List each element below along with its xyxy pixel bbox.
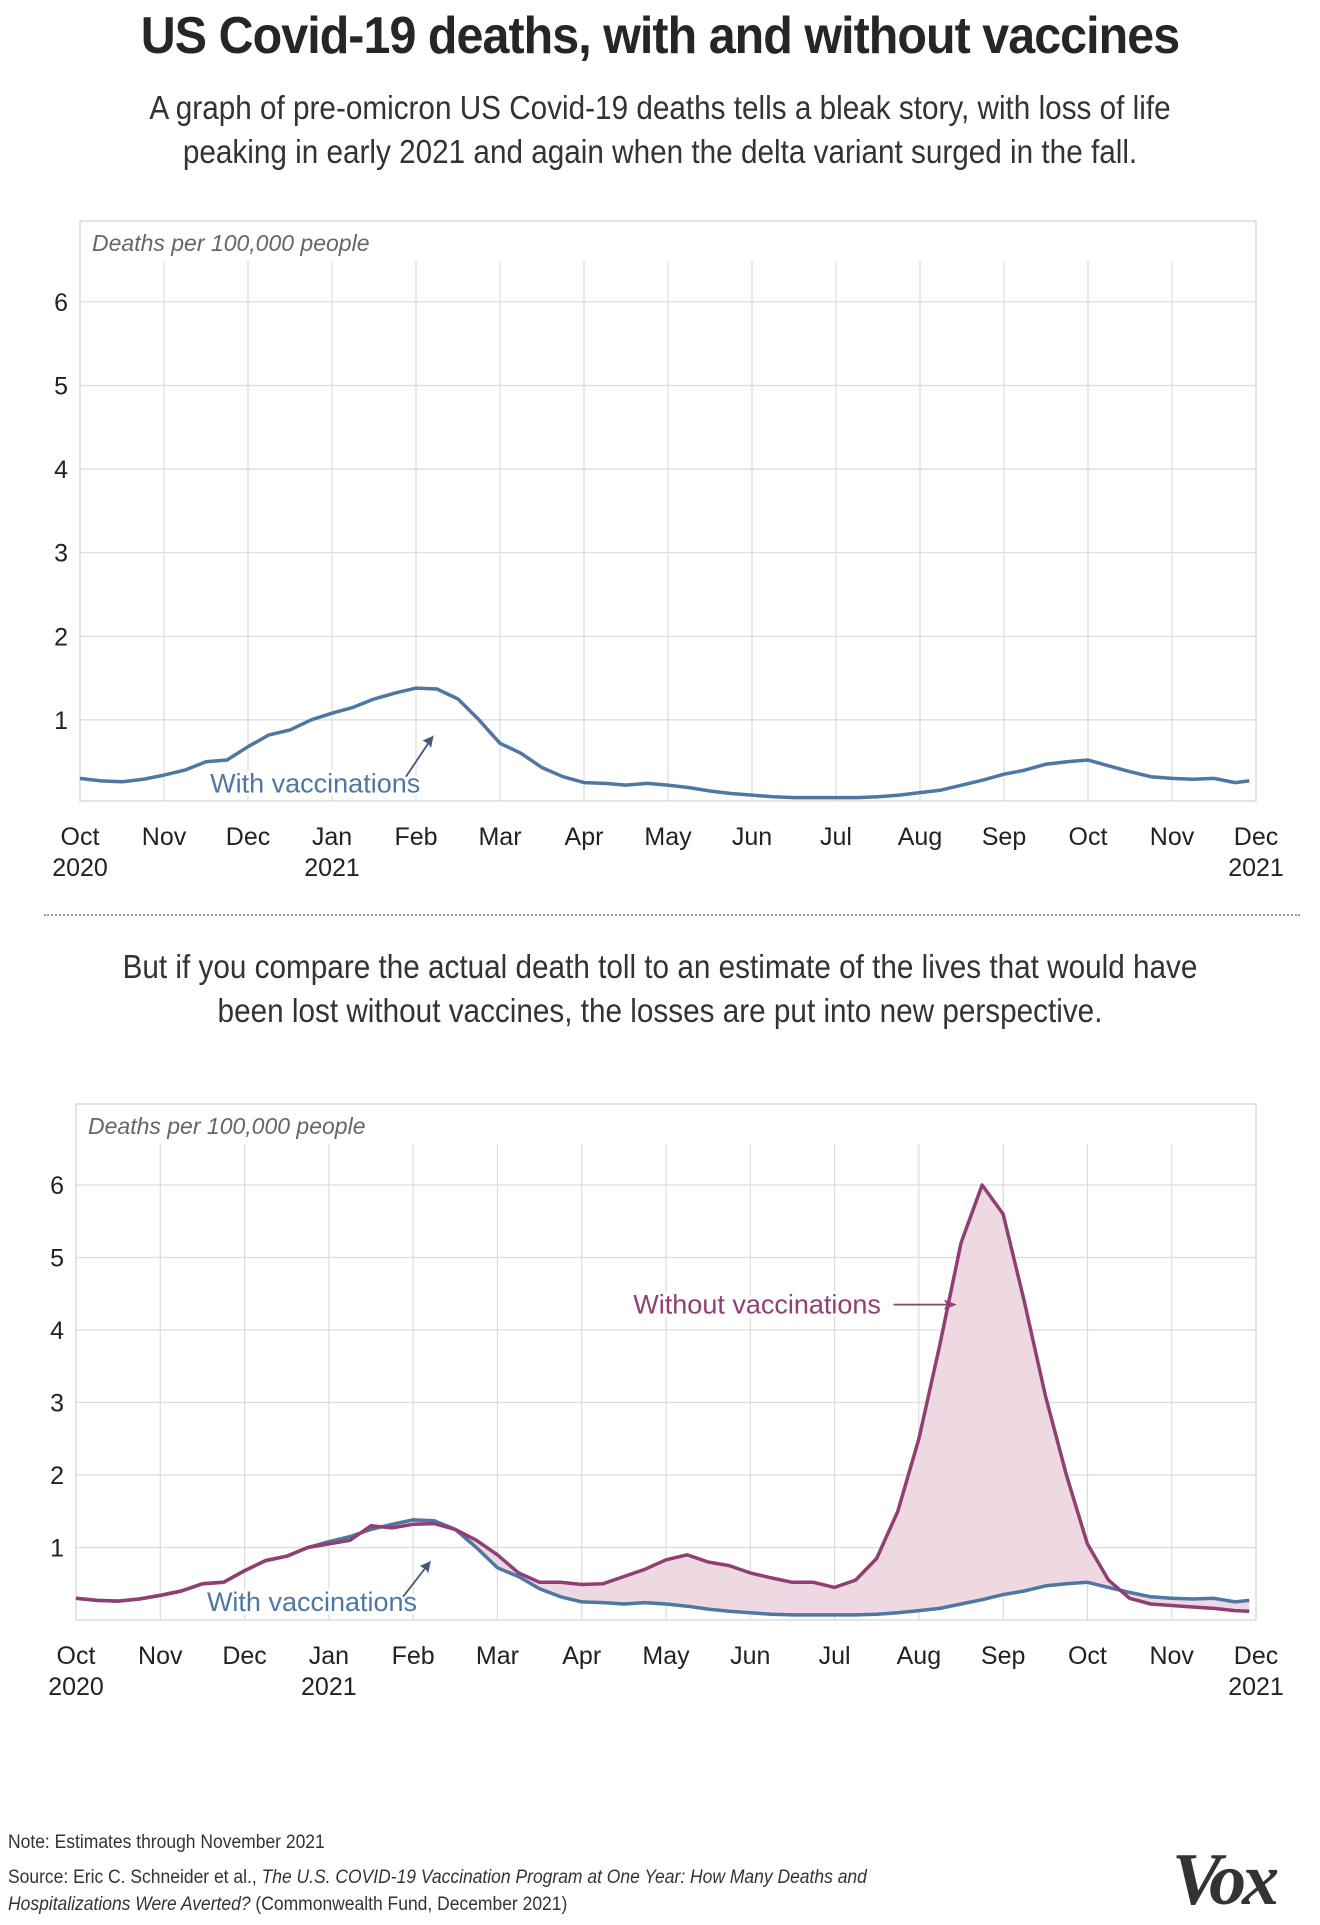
x-tick-label: Nov (1150, 823, 1195, 851)
source-prefix: Source: Eric C. Schneider et al., (8, 1867, 262, 1888)
y-axis-label: Deaths per 100,000 people (88, 1113, 366, 1139)
without-vaccinations-label: Without vaccinations (633, 1290, 881, 1320)
page-title: US Covid-19 deaths, with and without vac… (140, 7, 1180, 65)
arrowhead-icon (422, 735, 434, 748)
x-tick-label: Nov (142, 823, 187, 851)
x-tick-label: Apr (565, 823, 604, 851)
chart-with-vaccinations: 1 2 3 4 5 6 Oct 2020 Nov Dec Jan 2021 Feb Mar Apr May Ju… (52, 220, 1284, 882)
source-title: The U.S. COVID-19 Vaccination Program at… (8, 1867, 867, 1915)
x-tick-label: Jan (309, 1642, 349, 1670)
with-vaccinations-label: With vaccinations (210, 768, 420, 798)
y-tick-label: 4 (50, 1317, 64, 1345)
x-tick-year-label: 2021 (304, 854, 360, 882)
with-vaccinations-label: With vaccinations (207, 1587, 417, 1617)
with-vaccinations-line (79, 686, 1250, 800)
ylabel-background (82, 223, 412, 261)
x-tick-label: Aug (898, 823, 942, 851)
y-tick-label: 6 (50, 1172, 64, 1200)
arrowhead-icon (419, 1560, 432, 1574)
comparison-text: But if you compare the actual death toll… (122, 948, 1198, 1029)
x-tick-label: Dec (1234, 1642, 1278, 1670)
x-tick-label: Mar (476, 1642, 519, 1670)
y-tick-label: 4 (54, 456, 68, 484)
x-tick-label: May (644, 823, 692, 851)
averted-deaths-area (76, 1185, 1250, 1615)
y-tick-label: 6 (54, 289, 68, 317)
footnote: Note: Estimates through November 2021 (8, 1832, 325, 1853)
section-divider (44, 914, 1300, 916)
x-tick-label: Jan (312, 823, 352, 851)
x-tick-label: Feb (394, 823, 437, 851)
x-tick-label: Oct (1068, 1642, 1107, 1670)
without-vaccinations-line (75, 1183, 1250, 1614)
x-tick-label: Sep (982, 823, 1026, 851)
x-tick-year-label: 2021 (1228, 854, 1284, 882)
y-tick-label: 5 (50, 1245, 64, 1273)
y-tick-label: 3 (54, 540, 68, 568)
x-tick-label: Oct (57, 1642, 96, 1670)
vox-logo: Vox (1172, 1839, 1279, 1921)
x-tick-year-label: 2020 (52, 854, 108, 882)
x-tick-label: Oct (1069, 823, 1108, 851)
intro-text: A graph of pre-omicron US Covid-19 death… (149, 89, 1171, 170)
x-tick-label: Jun (732, 823, 772, 851)
x-tick-label: Dec (226, 823, 270, 851)
x-tick-label: Nov (1149, 1642, 1194, 1670)
x-tick-label: Feb (392, 1642, 435, 1670)
arrowhead-icon (943, 1299, 957, 1310)
x-tick-label: Jul (820, 823, 852, 851)
x-tick-label: May (642, 1642, 690, 1670)
x-tick-label: Aug (897, 1642, 941, 1670)
x-tick-label: Nov (138, 1642, 183, 1670)
y-axis-label: Deaths per 100,000 people (92, 230, 370, 256)
x-tick-year-label: 2020 (48, 1673, 104, 1701)
y-tick-label: 1 (50, 1535, 64, 1563)
x-tick-year-label: 2021 (1228, 1673, 1284, 1701)
x-tick-label: Jun (730, 1642, 770, 1670)
y-tick-label: 2 (54, 623, 68, 651)
chart-with-and-without-vaccinations: 1 2 3 4 5 6 Oct 2020 Nov Dec Jan 2021 Feb Mar Apr May Ju… (48, 1103, 1284, 1701)
y-tick-label: 3 (50, 1390, 64, 1418)
y-tick-label: 1 (54, 707, 68, 735)
y-tick-label: 5 (54, 373, 68, 401)
x-tick-label: Apr (562, 1642, 601, 1670)
x-tick-label: Dec (1234, 823, 1278, 851)
ylabel-background (78, 1106, 408, 1144)
y-tick-label: 2 (50, 1462, 64, 1490)
x-tick-label: Mar (478, 823, 521, 851)
source-suffix: (Commonwealth Fund, December 2021) (250, 1894, 568, 1915)
source-citation: Source: Eric C. Schneider et al., The U.… (8, 1864, 891, 1918)
x-tick-year-label: 2021 (301, 1673, 357, 1701)
x-tick-label: Sep (981, 1642, 1025, 1670)
x-tick-label: Oct (61, 823, 100, 851)
x-tick-label: Jul (819, 1642, 851, 1670)
x-tick-label: Dec (222, 1642, 266, 1670)
